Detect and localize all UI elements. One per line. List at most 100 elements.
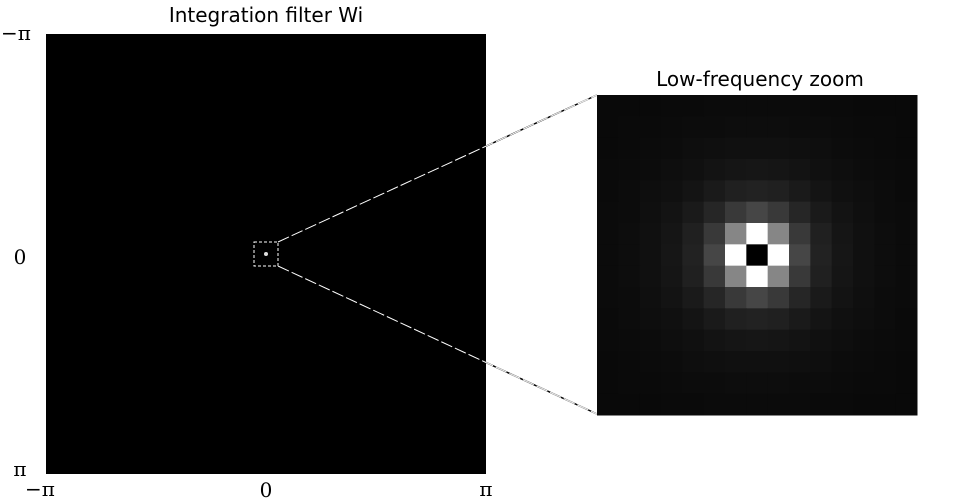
zoom-pixel [789,244,811,267]
zoom-pixel [767,223,790,245]
zoom-pixel [639,372,662,395]
zoom-pixel [682,159,705,181]
zoom-pixel [853,159,875,181]
zoom-pixel [725,244,747,267]
zoom-pixel [725,287,747,309]
zoom-pixel [874,159,897,181]
zoom-pixel [703,137,726,160]
zoom-pixel [810,393,833,416]
zoom-pixel [639,95,662,117]
zoom-pixel [639,244,662,267]
zoom-pixel [703,244,726,267]
zoom-pixel [767,159,790,181]
zoom-pixel [661,116,683,139]
zoom-pixel [810,180,833,203]
zoom-pixel [767,393,790,416]
zoom-pixel [618,137,641,160]
zoom-pixel [895,329,918,352]
zoom-pixel [703,329,726,352]
zoom-pixel [831,308,854,331]
zoom-pixel [895,351,918,373]
zoom-pixel [831,180,854,203]
zoom-pixel [618,351,641,373]
zoom-pixel [618,372,641,395]
zoom-pixel [682,244,705,267]
zoom-pixel [703,393,726,416]
zoom-pixel [895,180,918,203]
zoom-pixel [618,308,641,331]
zoom-box [253,241,279,267]
zoom-pixel [874,393,897,416]
zoom-pixel [746,116,769,139]
zoom-pixel [874,351,897,373]
zoom-pixel [639,287,662,309]
zoom-pixel [682,116,705,139]
zoom-pixel [682,329,705,352]
zoom-pixel [789,393,811,416]
zoom-pixel [661,329,683,352]
zoom-pixel [682,201,705,224]
zoom-pixel [618,244,641,267]
zoom-pixel [831,351,854,373]
zoom-pixel [725,393,747,416]
zoom-pixel [746,265,769,288]
zoom-pixel [618,329,641,352]
zoom-pixel [661,393,683,416]
zoom-pixel [810,223,833,245]
zoom-pixel [639,137,662,160]
zoom-pixel [661,201,683,224]
zoom-pixel [682,393,705,416]
zoom-pixel [618,265,641,288]
zoom-pixel [618,393,641,416]
zoom-pixel [703,201,726,224]
zoom-pixel [682,372,705,395]
zoom-pixel [874,137,897,160]
zoom-pixel [725,116,747,139]
zoom-pixel [725,180,747,203]
zoom-pixel [597,95,619,117]
zoom-pixel [831,372,854,395]
zoom-pixel [597,244,619,267]
zoom-pixel [597,393,619,416]
zoom-pixel [831,159,854,181]
zoom-pixel [639,180,662,203]
y-label: −π [1,21,31,45]
zoom-pixel [789,201,811,224]
center-spot [264,252,268,256]
zoom-pixel [725,372,747,395]
zoom-pixel [831,137,854,160]
zoom-pixel [767,329,790,352]
zoom-pixel [597,159,619,181]
zoom-pixel [767,265,790,288]
zoom-pixel [831,393,854,416]
x-label: 0 [260,478,273,502]
zoom-pixel [895,372,918,395]
zoom-pixel [895,159,918,181]
zoom-pixel [789,159,811,181]
zoom-pixel [597,201,619,224]
zoom-pixel [767,180,790,203]
zoom-pixel [618,95,641,117]
zoom-pixel [767,137,790,160]
zoom-pixel [703,95,726,117]
zoom-pixel [874,308,897,331]
zoom-pixel [853,137,875,160]
zoom-pixel [661,159,683,181]
zoom-pixel [874,95,897,117]
zoom-pixel [853,95,875,117]
zoom-pixel [853,265,875,288]
zoom-pixel [682,180,705,203]
zoom-pixel [661,308,683,331]
zoom-pixel [682,95,705,117]
zoom-pixel [874,372,897,395]
zoom-pixel [874,287,897,309]
zoom-pixel [831,201,854,224]
zoom-pixel [661,244,683,267]
y-label: π [13,457,26,481]
zoom-pixel [895,223,918,245]
zoom-pixel [682,223,705,245]
zoom-pixel [597,116,619,139]
zoom-pixel [725,329,747,352]
zoom-pixel [853,351,875,373]
